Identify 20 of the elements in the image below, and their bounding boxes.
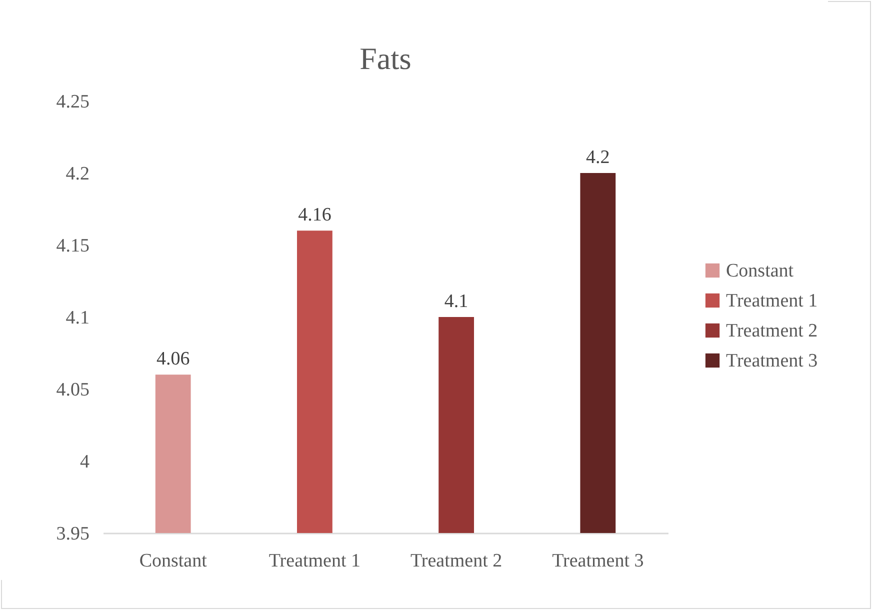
legend-label: Treatment 3 (726, 350, 818, 372)
x-tick-label: Treatment 3 (552, 550, 644, 572)
y-tick-label: 4.1 (66, 308, 90, 328)
data-label: 4.2 (586, 147, 610, 168)
data-label: 4.1 (444, 291, 468, 312)
y-tick-label: 4.15 (56, 236, 90, 256)
y-tick-label: 4.2 (66, 164, 90, 184)
x-tick-label: Treatment 2 (410, 550, 502, 572)
x-tick-label: Constant (139, 550, 208, 572)
data-label: 4.16 (298, 204, 332, 226)
x-tick-label: Treatment 1 (268, 550, 361, 572)
data-label: 4.06 (156, 348, 190, 370)
y-tick-label: 3.95 (56, 524, 90, 544)
y-tick-label: 4.25 (56, 92, 90, 112)
y-tick-label: 4 (80, 452, 90, 472)
legend-label: Constant (726, 260, 794, 282)
chart-title: Fats (360, 41, 412, 76)
y-tick-label: 4.05 (56, 380, 90, 400)
legend-label: Treatment 1 (726, 290, 818, 312)
legend-label: Treatment 2 (726, 320, 818, 342)
